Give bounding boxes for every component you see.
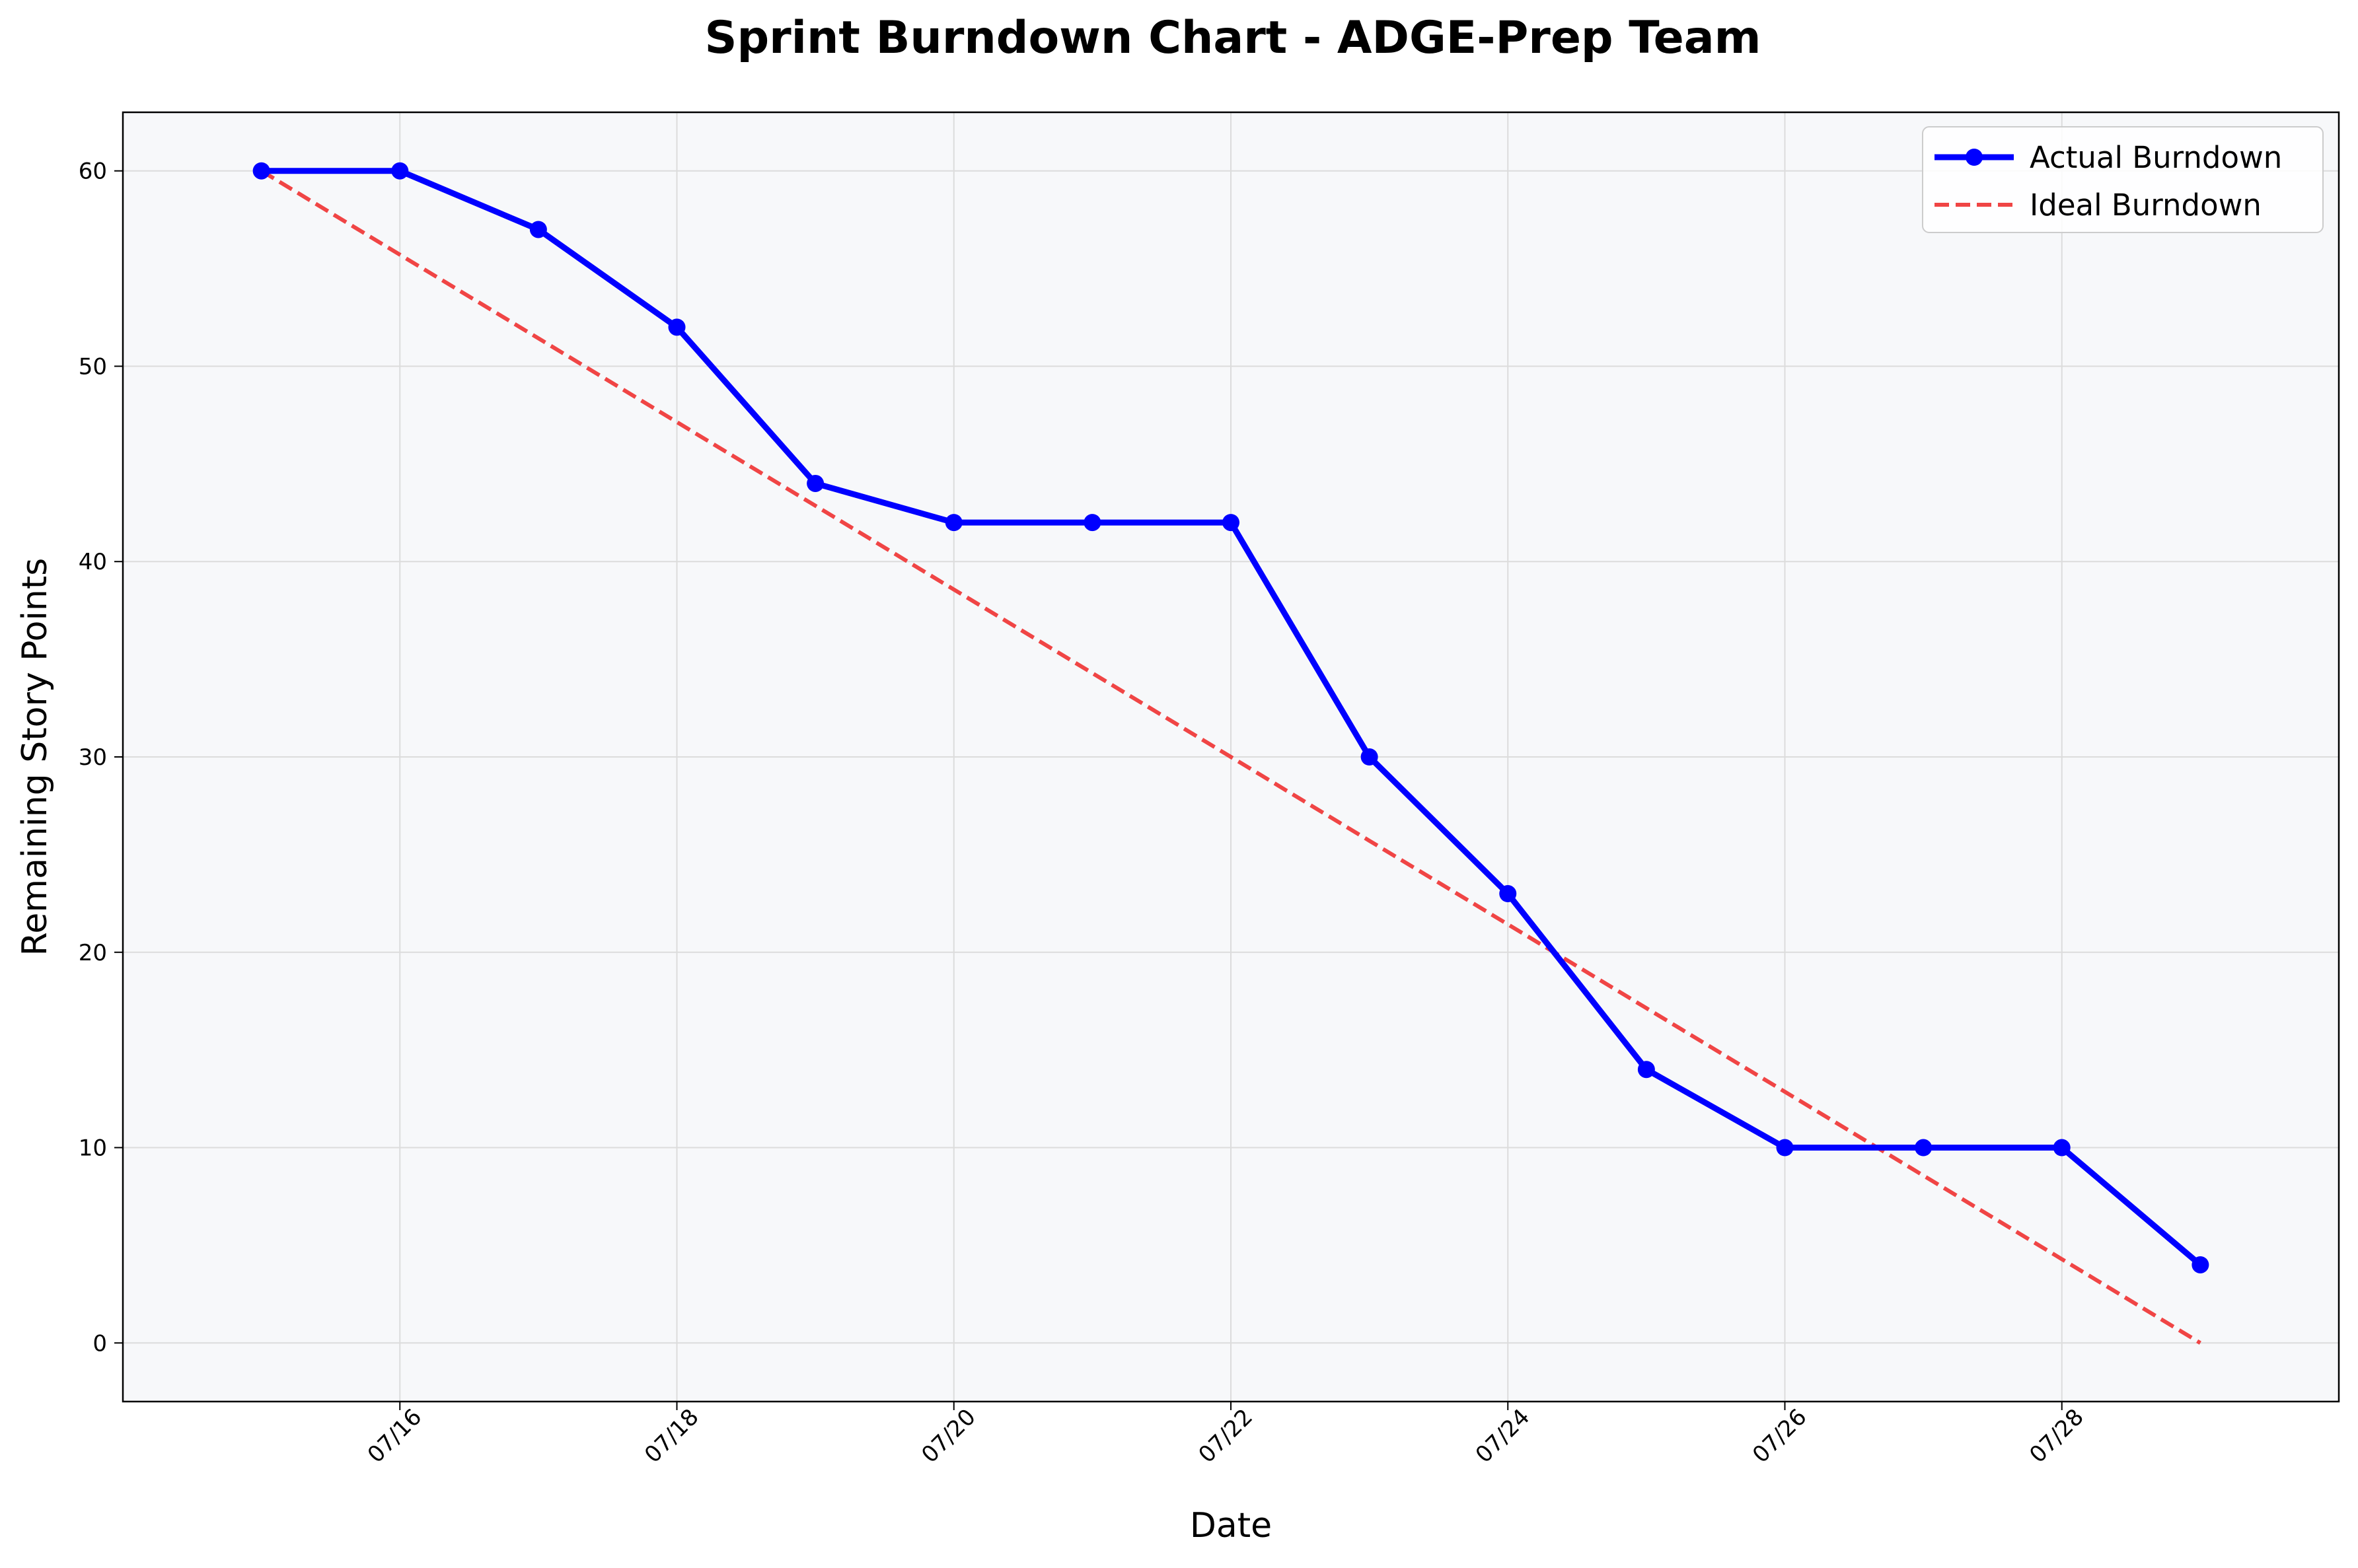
legend-marker xyxy=(1966,149,1983,166)
series-actual-burndown xyxy=(252,162,2209,1273)
data-point xyxy=(1084,514,1101,532)
data-point xyxy=(1776,1139,1794,1157)
legend: Actual Burndown Ideal Burndown xyxy=(1922,126,2324,233)
x-tick-label: 07/18 xyxy=(640,1404,704,1468)
y-tick-label: 0 xyxy=(92,1330,107,1357)
x-tick-label: 07/16 xyxy=(363,1404,427,1468)
data-point xyxy=(1499,885,1517,903)
data-point xyxy=(1915,1139,1933,1157)
series-layer xyxy=(252,162,2209,1345)
data-point xyxy=(391,162,409,180)
data-point xyxy=(2053,1139,2071,1157)
y-axis: 0 10 20 30 40 50 60 xyxy=(79,159,123,1357)
x-tick-label: 07/24 xyxy=(1471,1404,1535,1468)
y-tick-label: 10 xyxy=(79,1135,107,1162)
data-point xyxy=(1222,514,1239,532)
x-axis: 07/16 07/18 07/20 07/22 07/24 07/26 07/28 xyxy=(363,1402,2089,1468)
data-point xyxy=(529,221,547,238)
x-tick-label: 07/20 xyxy=(916,1404,981,1468)
y-tick-label: 30 xyxy=(79,744,107,771)
data-point xyxy=(668,318,686,336)
y-axis-label: Remaining Story Points xyxy=(15,558,55,956)
legend-box xyxy=(1922,126,2324,233)
x-tick-label: 07/22 xyxy=(1193,1404,1258,1468)
data-point xyxy=(807,474,825,492)
data-point xyxy=(2192,1256,2209,1273)
data-point xyxy=(945,514,963,532)
legend-label: Actual Burndown xyxy=(2030,140,2282,175)
y-tick-label: 20 xyxy=(79,940,107,966)
x-tick-label: 07/28 xyxy=(2024,1404,2089,1468)
y-tick-label: 60 xyxy=(79,159,107,185)
x-axis-label: Date xyxy=(1190,1506,1272,1546)
x-tick-label: 07/26 xyxy=(1748,1404,1812,1468)
chart-title: Sprint Burndown Chart - ADGE-Prep Team xyxy=(705,12,1761,64)
legend-label: Ideal Burndown xyxy=(2030,188,2262,223)
y-tick-label: 40 xyxy=(79,549,107,575)
legend-item: Ideal Burndown xyxy=(1934,188,2262,223)
y-tick-label: 50 xyxy=(79,353,107,380)
data-point xyxy=(252,162,270,180)
data-point xyxy=(1637,1061,1655,1079)
data-point xyxy=(1360,748,1378,766)
legend-item: Actual Burndown xyxy=(1934,140,2282,175)
